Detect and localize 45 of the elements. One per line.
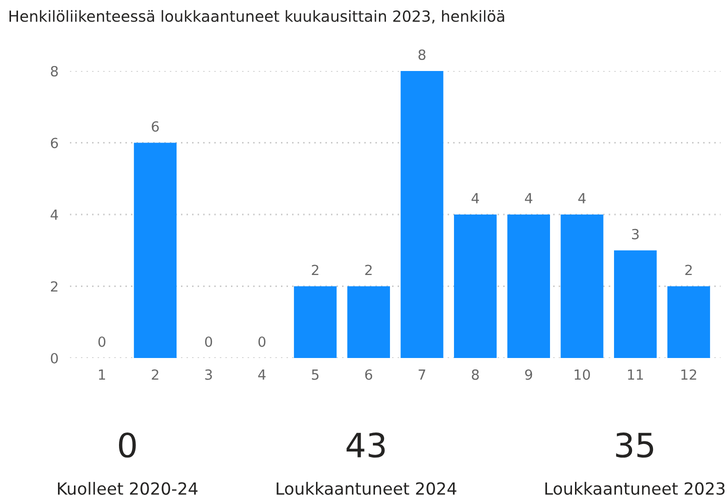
text: 0 bbox=[118, 432, 136, 458]
data-label: 4 bbox=[578, 193, 586, 204]
x-tick-label: 3 bbox=[205, 369, 212, 380]
x-tick-label: 5 bbox=[312, 370, 318, 380]
y-tick-label: 4 bbox=[50, 210, 58, 220]
x-tick-label: 1 bbox=[99, 370, 106, 380]
text: 43 bbox=[346, 432, 385, 458]
text: Kuolleet 2020-24 bbox=[58, 482, 198, 495]
bar bbox=[347, 286, 390, 358]
x-tick-label: 10 bbox=[574, 369, 590, 380]
bar bbox=[560, 214, 604, 358]
bar bbox=[294, 286, 337, 358]
y-tick-label: 8 bbox=[50, 66, 58, 76]
chart-title: Henkilöliikenteessä loukkaantuneet kuukausittain 2023, henkilöä bbox=[10, 10, 504, 24]
data-label: 2 bbox=[365, 264, 372, 276]
x-tick-label: 6 bbox=[365, 369, 372, 380]
bar bbox=[400, 71, 444, 358]
x-tick-label: 4 bbox=[258, 370, 266, 380]
x-tick-label: 12 bbox=[681, 369, 696, 380]
bar bbox=[507, 214, 550, 358]
text: 35 bbox=[616, 432, 654, 458]
x-tick-label: 8 bbox=[472, 369, 479, 380]
data-label: 2 bbox=[685, 264, 692, 276]
bar bbox=[614, 250, 657, 358]
bar bbox=[454, 214, 497, 358]
x-tick-label: 9 bbox=[525, 369, 532, 380]
data-label: 0 bbox=[205, 336, 212, 347]
y-tick-label: 2 bbox=[50, 281, 58, 292]
bar bbox=[667, 286, 710, 358]
text: Loukkaantuneet 2023 bbox=[545, 482, 725, 495]
text: Loukkaantuneet 2024 bbox=[276, 482, 456, 495]
data-label: 4 bbox=[524, 193, 532, 204]
data-label: 0 bbox=[98, 336, 106, 347]
data-label: 4 bbox=[472, 193, 479, 204]
x-tick-label: 11 bbox=[628, 370, 643, 380]
y-tick-label: 6 bbox=[50, 138, 58, 148]
data-label: 3 bbox=[632, 228, 639, 240]
x-tick-label: 7 bbox=[418, 370, 426, 380]
data-label: 8 bbox=[418, 49, 426, 60]
bar bbox=[134, 142, 177, 358]
data-label: 6 bbox=[152, 121, 159, 132]
x-tick-label: 2 bbox=[152, 369, 158, 380]
y-tick-label: 0 bbox=[50, 352, 58, 364]
data-label: 2 bbox=[312, 264, 318, 276]
data-label: 0 bbox=[258, 336, 266, 347]
